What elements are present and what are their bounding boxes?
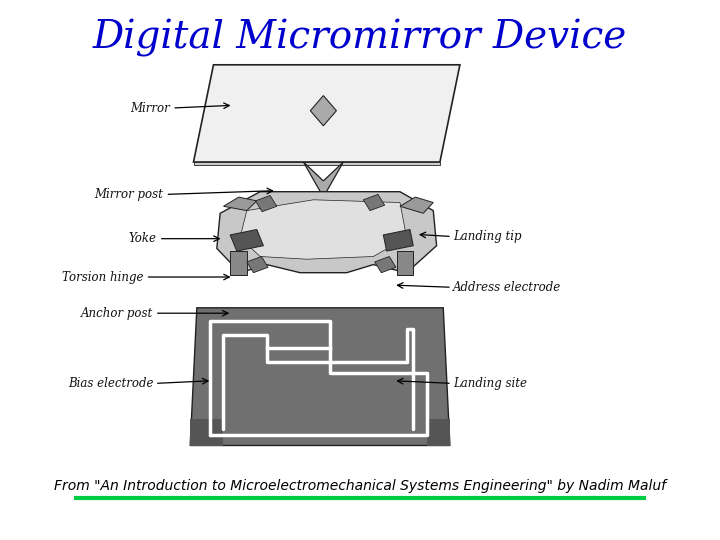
Polygon shape <box>426 418 450 445</box>
Polygon shape <box>230 230 264 251</box>
Polygon shape <box>256 195 276 212</box>
Bar <box>397 251 413 275</box>
Polygon shape <box>303 162 343 197</box>
Bar <box>230 251 247 275</box>
Polygon shape <box>364 194 384 211</box>
Polygon shape <box>240 200 407 259</box>
Text: Address electrode: Address electrode <box>454 281 562 294</box>
Polygon shape <box>190 418 223 445</box>
Polygon shape <box>194 162 440 165</box>
Text: Bias electrode: Bias electrode <box>68 377 153 390</box>
Polygon shape <box>310 96 336 126</box>
Text: Yoke: Yoke <box>129 232 157 245</box>
Polygon shape <box>223 197 257 211</box>
Text: Anchor post: Anchor post <box>81 307 153 320</box>
Polygon shape <box>217 192 436 273</box>
Text: Mirror post: Mirror post <box>94 188 163 201</box>
Text: Torsion hinge: Torsion hinge <box>62 271 143 284</box>
Text: From "An Introduction to Microelectromechanical Systems Engineering" by Nadim Ma: From "An Introduction to Microelectromec… <box>54 479 666 493</box>
Polygon shape <box>194 65 460 162</box>
Text: Landing site: Landing site <box>454 377 527 390</box>
Polygon shape <box>247 256 268 273</box>
Polygon shape <box>400 197 433 213</box>
Polygon shape <box>190 308 450 445</box>
Polygon shape <box>383 230 413 251</box>
Text: Digital Micromirror Device: Digital Micromirror Device <box>93 19 627 57</box>
Text: Landing tip: Landing tip <box>454 230 522 243</box>
Text: Mirror: Mirror <box>130 102 170 114</box>
Polygon shape <box>374 256 396 273</box>
